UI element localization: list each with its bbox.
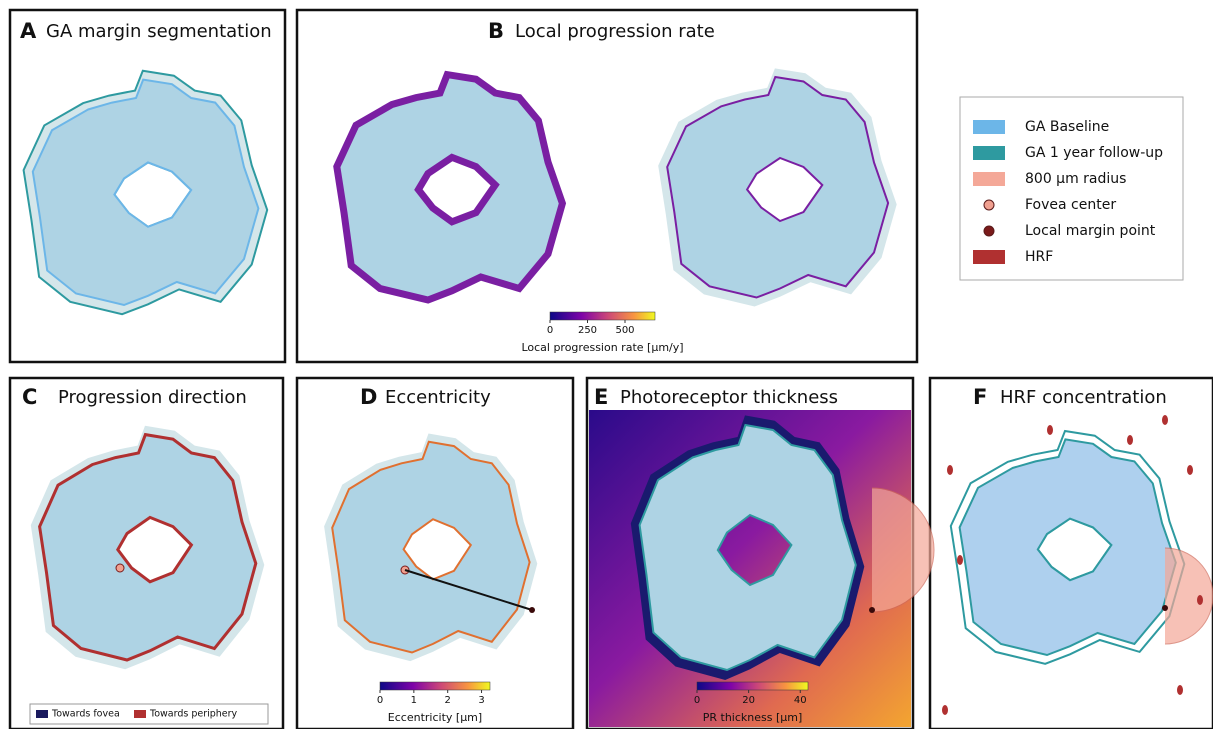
colorbar-tick-label: 250 <box>578 325 597 336</box>
hrf <box>1127 435 1133 445</box>
hrf <box>1187 465 1193 475</box>
legend-label: GA 1 year follow-up <box>1025 145 1163 161</box>
margin-point <box>529 607 535 613</box>
legend-swatch <box>36 710 48 718</box>
colorbar-label: PR thickness [μm] <box>703 711 803 724</box>
legend-label: Towards fovea <box>51 709 120 720</box>
colorbar-tick-label: 40 <box>794 695 807 706</box>
colorbar-tick-label: 500 <box>615 325 634 336</box>
margin-point <box>1162 605 1168 611</box>
legend-swatch <box>134 710 146 718</box>
colorbar <box>380 682 490 690</box>
panel-letter: B <box>488 19 504 43</box>
radius-circle <box>1165 548 1213 644</box>
legend-swatch <box>973 172 1005 186</box>
legend-label: Towards periphery <box>149 709 238 720</box>
legend-marker <box>984 226 994 236</box>
legend-marker <box>984 200 994 210</box>
margin-point <box>869 607 875 613</box>
hrf <box>1162 415 1168 425</box>
colorbar-tick-label: 2 <box>445 695 451 706</box>
panel-title: HRF concentration <box>1000 387 1167 408</box>
panel-title: Eccentricity <box>385 387 491 408</box>
panel-letter: C <box>22 385 37 409</box>
colorbar-label: Local progression rate [μm/y] <box>521 341 683 354</box>
hrf <box>1047 425 1053 435</box>
colorbar <box>550 312 655 320</box>
hrf <box>957 555 963 565</box>
legend-label: GA Baseline <box>1025 119 1109 135</box>
colorbar-tick-label: 0 <box>694 695 700 706</box>
legend-label: Local margin point <box>1025 223 1156 239</box>
legend-label: 800 μm radius <box>1025 171 1126 187</box>
panel-letter: F <box>973 385 987 409</box>
panel-letter: A <box>20 19 37 43</box>
legend-label: HRF <box>1025 249 1053 265</box>
hrf <box>947 465 953 475</box>
colorbar-label: Eccentricity [μm] <box>388 711 482 724</box>
panel-title: Photoreceptor thickness <box>620 387 838 408</box>
legend-label: Fovea center <box>1025 197 1116 213</box>
hrf <box>942 705 948 715</box>
colorbar-tick-label: 20 <box>742 695 755 706</box>
panel-title: Progression direction <box>58 387 247 408</box>
hrf <box>1177 685 1183 695</box>
panel-title: Local progression rate <box>515 21 715 42</box>
colorbar <box>697 682 808 690</box>
panel-title: GA margin segmentation <box>46 21 272 42</box>
colorbar-tick-label: 0 <box>547 325 553 336</box>
panel-letter: E <box>594 385 608 409</box>
colorbar-tick-label: 0 <box>377 695 383 706</box>
legend-swatch <box>973 250 1005 264</box>
radius-circle <box>872 488 934 612</box>
fovea-center <box>116 564 124 572</box>
colorbar-tick-label: 1 <box>411 695 417 706</box>
figure: A GA margin segmentation B Local progressio… <box>0 0 1213 729</box>
panel-letter: D <box>360 385 377 409</box>
colorbar-tick-label: 3 <box>478 695 484 706</box>
legend-swatch <box>973 146 1005 160</box>
legend-swatch <box>973 120 1005 134</box>
hrf <box>1197 595 1203 605</box>
